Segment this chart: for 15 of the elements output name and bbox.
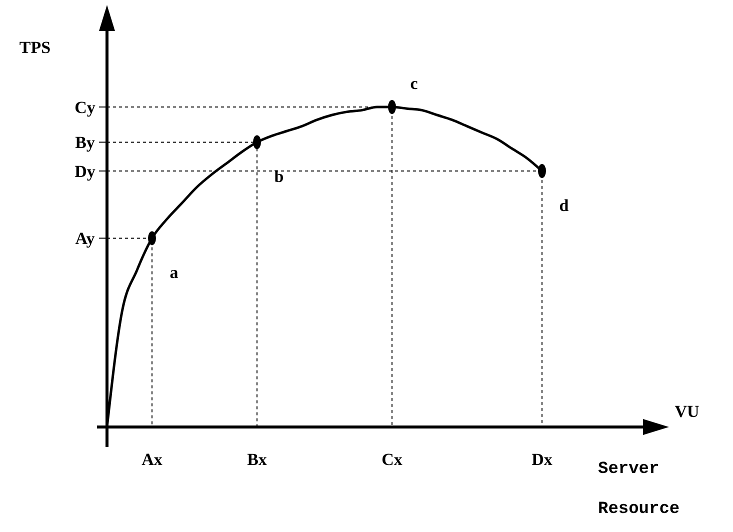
text: Cy (74, 98, 96, 117)
y-axis-title: TPS (19, 38, 51, 57)
annotation: c (410, 74, 418, 93)
annotation: d (559, 196, 570, 215)
x-tick-label: Cx (382, 450, 403, 469)
annotation: b (274, 167, 284, 186)
text: Ay (75, 229, 96, 248)
text: Dy (74, 162, 96, 181)
x-axis-title: VU (674, 402, 700, 421)
x-tick-label: Dx (532, 450, 553, 469)
text: Server Resource (598, 460, 680, 519)
x-tick-label: Bx (247, 450, 268, 469)
annotation: a (170, 263, 179, 282)
x-tick-label: Ax (142, 450, 163, 469)
text: By (75, 133, 96, 152)
